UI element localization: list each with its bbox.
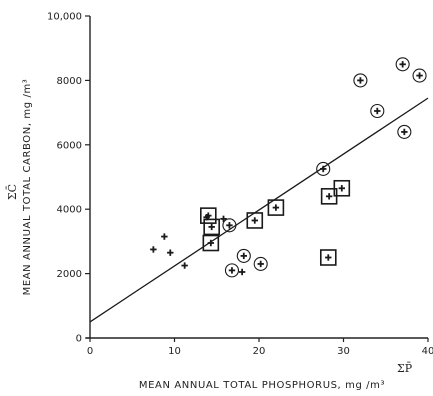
- data-point-boxed-cross: [267, 199, 285, 216]
- data-point-circled-cross: [222, 218, 237, 233]
- y-tick-label: 2000: [57, 269, 82, 280]
- x-ticks: 0 10 20 30 40: [87, 338, 433, 357]
- data-point-cross: [150, 246, 157, 253]
- x-axis-symbol: ΣP̄: [397, 362, 413, 375]
- data-point-boxed-cross: [319, 249, 337, 266]
- data-point-circled-cross: [397, 124, 412, 139]
- fit-line: [89, 97, 429, 323]
- y-tick-label: 8000: [57, 76, 82, 87]
- data-point-cross: [181, 262, 188, 269]
- x-tick-label: 10: [168, 346, 181, 357]
- data-point-boxed-cross: [200, 207, 217, 224]
- data-point-circled-cross: [224, 263, 240, 278]
- y-tick-label: 0: [76, 334, 82, 345]
- x-tick-label: 40: [422, 346, 433, 357]
- x-axis-title: MEAN ANNUAL TOTAL PHOSPHORUS, mg /m³: [139, 380, 385, 391]
- fit-line-layer: [89, 97, 429, 323]
- y-ticks: 0 2000 4000 6000 8000 10,000: [47, 12, 90, 345]
- data-point-cross: [238, 268, 246, 276]
- data-point-circled-cross: [236, 248, 251, 263]
- data-point-boxed-cross: [333, 179, 351, 197]
- axes: [86, 16, 428, 339]
- data-point-circled-cross: [395, 57, 410, 72]
- y-axis-symbol: ΣC̄: [6, 184, 19, 200]
- data-point-circled-cross: [353, 73, 368, 88]
- data-point-circled-cross: [412, 68, 427, 83]
- y-tick-label: 6000: [57, 140, 82, 151]
- x-tick-label: 0: [87, 346, 93, 357]
- data-point-circled-cross: [370, 103, 385, 119]
- x-tick-label: 20: [253, 346, 266, 357]
- x-tick-label: 30: [337, 346, 350, 357]
- data-point-cross: [167, 249, 174, 256]
- data-point-cross: [220, 215, 227, 223]
- data-points: [150, 57, 427, 278]
- y-tick-label: 10,000: [47, 12, 82, 23]
- y-tick-label: 4000: [57, 205, 82, 216]
- data-point-cross: [161, 233, 168, 240]
- data-point-circled-cross: [253, 256, 268, 271]
- data-point-circled-cross: [316, 161, 331, 176]
- data-point-boxed-cross: [246, 212, 264, 229]
- data-point-boxed-cross: [203, 218, 220, 236]
- y-axis-title: MEAN ANNUAL TOTAL CARBON, mg /m³: [22, 79, 33, 296]
- data-point-boxed-cross: [202, 234, 220, 252]
